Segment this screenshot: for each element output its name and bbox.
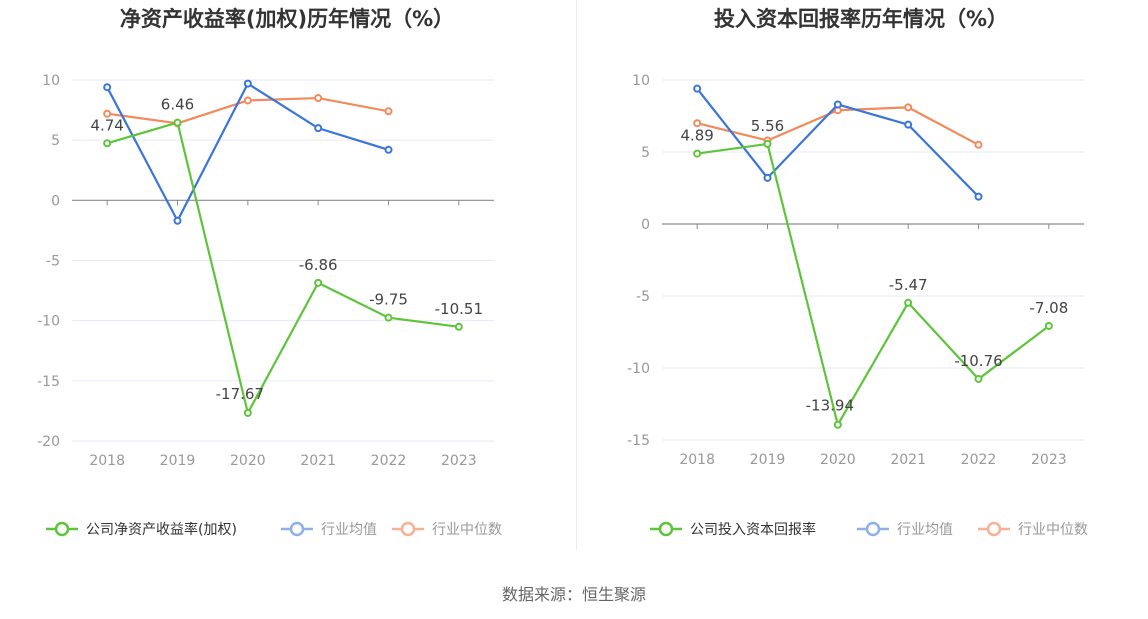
roe-line-chart: 10 5 0 -5 -10 -15 -20 2018 2019 2020 2021 2022 2023 4… [37, 73, 502, 538]
roe-x-tick-label: 2019 [160, 453, 196, 469]
roic-x-tick-label: 2019 [750, 452, 786, 468]
roe-median-point [243, 96, 252, 105]
roe-chart-panel: 净资产收益率(加权)历年情况（%） 10 5 0 -5 -10 -15 -20 2018 201… [0, 0, 574, 560]
roic-data-label: 5.56 [751, 117, 784, 135]
roic-legend-item-avg[interactable]: 行业均值 [857, 521, 953, 538]
roic-median-point [974, 140, 983, 149]
data-source-note: 数据来源：恒生聚源 [501, 585, 646, 604]
roe-legend-label: 行业均值 [321, 522, 377, 538]
roic-avg-point [763, 173, 772, 182]
roic-company-line [697, 142, 1050, 426]
roic-company-point [1044, 321, 1053, 330]
roe-legend-swatch-dot [289, 521, 305, 537]
roe-data-label: -17.67 [216, 385, 264, 403]
roic-avg-point [833, 100, 842, 109]
roe-company-point [243, 408, 252, 417]
roe-chart-title: 净资产收益率(加权)历年情况（%） [119, 7, 455, 31]
roe-y-tick-label: -10 [37, 314, 60, 330]
roe-company-point [384, 313, 393, 322]
roe-legend-item-avg[interactable]: 行业均值 [281, 521, 377, 538]
roic-legend-item-median[interactable]: 行业中位数 [978, 521, 1088, 538]
roe-y-tick-label: -20 [37, 434, 60, 450]
roe-legend-swatch-dot [54, 521, 70, 537]
roic-x-tick-label: 2021 [890, 452, 926, 468]
roe-y-tick-label: 0 [51, 193, 60, 209]
roic-y-tick-label: 5 [641, 145, 650, 161]
roe-x-tick-label: 2023 [441, 453, 477, 469]
roic-x-tick-label: 2022 [961, 452, 997, 468]
roe-data-label: -10.51 [435, 300, 483, 318]
roe-legend-swatch-dot [400, 521, 416, 537]
roic-median-point [693, 119, 702, 128]
roic-y-tick-label: -10 [627, 361, 650, 377]
roic-y-tick-label: 0 [641, 217, 650, 233]
roe-company-point [103, 139, 112, 148]
roe-x-tick-label: 2021 [300, 453, 336, 469]
roic-avg-point [693, 84, 702, 93]
roic-company-point [693, 149, 702, 158]
roe-avg-point [173, 216, 182, 225]
roic-y-tick-label: -5 [636, 289, 650, 305]
roic-company-point [763, 139, 772, 148]
roic-data-label: 4.89 [680, 127, 713, 145]
roe-y-tick-label: 10 [42, 73, 60, 89]
roic-legend-item-company[interactable]: 公司投入资本回报率 [650, 521, 816, 538]
roic-data-label: -10.76 [954, 352, 1002, 370]
roic-x-tick-label: 2018 [679, 452, 715, 468]
roe-legend-item-company[interactable]: 公司净资产收益率(加权) [46, 521, 237, 538]
roic-median-point [904, 103, 913, 112]
roe-company-point [454, 322, 463, 331]
roic-chart-title: 投入资本回报率历年情况（%） [713, 7, 1009, 31]
roe-company-point [173, 118, 182, 127]
roic-legend-label: 行业中位数 [1018, 522, 1088, 538]
roe-data-label: -9.75 [369, 291, 408, 309]
roe-median-point [314, 94, 323, 103]
roic-x-tick-label: 2020 [820, 452, 856, 468]
roe-avg-point [384, 145, 393, 154]
roe-legend-item-median[interactable]: 行业中位数 [392, 521, 502, 538]
roic-avg-point [904, 120, 913, 129]
roic-line-chart: 10 5 0 -5 -10 -15 2018 2019 2020 2021 2022 2023 4.89… [627, 73, 1088, 538]
roic-company-point [904, 298, 913, 307]
roe-y-tick-label: -5 [46, 254, 60, 270]
roic-data-label: -13.94 [806, 397, 854, 415]
roic-legend-swatch-dot [658, 521, 674, 537]
roic-chart-panel: 投入资本回报率历年情况（%） 10 5 0 -5 -10 -15 2018 2019 2020 2… [574, 0, 1148, 560]
roe-x-tick-label: 2022 [371, 453, 407, 469]
roe-median-point [103, 109, 112, 118]
roic-data-label: -7.08 [1029, 299, 1068, 317]
roe-company-point [314, 278, 323, 287]
roic-data-label: -5.47 [889, 276, 928, 294]
roic-legend-swatch-dot [865, 521, 881, 537]
roic-x-tick-label: 2023 [1031, 452, 1067, 468]
roe-avg-point [243, 79, 252, 88]
roic-legend-label: 公司投入资本回报率 [690, 521, 816, 538]
roe-y-tick-label: 5 [51, 133, 60, 149]
roe-y-tick-label: -15 [37, 374, 60, 390]
roe-legend-label: 行业中位数 [432, 522, 502, 538]
roic-y-tick-label: -15 [627, 433, 650, 449]
roic-company-point [974, 374, 983, 383]
roic-company-point [833, 420, 842, 429]
panel-divider [576, 0, 577, 550]
roe-legend-label: 公司净资产收益率(加权) [86, 521, 237, 538]
roic-legend-label: 行业均值 [897, 522, 953, 538]
roe-median-point [384, 107, 393, 116]
roic-y-tick-label: 10 [632, 73, 650, 89]
roe-company-line [106, 121, 459, 415]
roe-avg-point [314, 124, 323, 133]
roe-x-tick-label: 2020 [230, 453, 266, 469]
roe-data-label: -6.86 [299, 256, 338, 274]
roic-legend-swatch-dot [986, 521, 1002, 537]
roe-x-tick-label: 2018 [89, 453, 125, 469]
roe-data-label: 6.46 [161, 96, 194, 114]
roe-data-label: 4.74 [90, 116, 123, 134]
roic-avg-point [974, 192, 983, 201]
roe-avg-point [103, 83, 112, 92]
